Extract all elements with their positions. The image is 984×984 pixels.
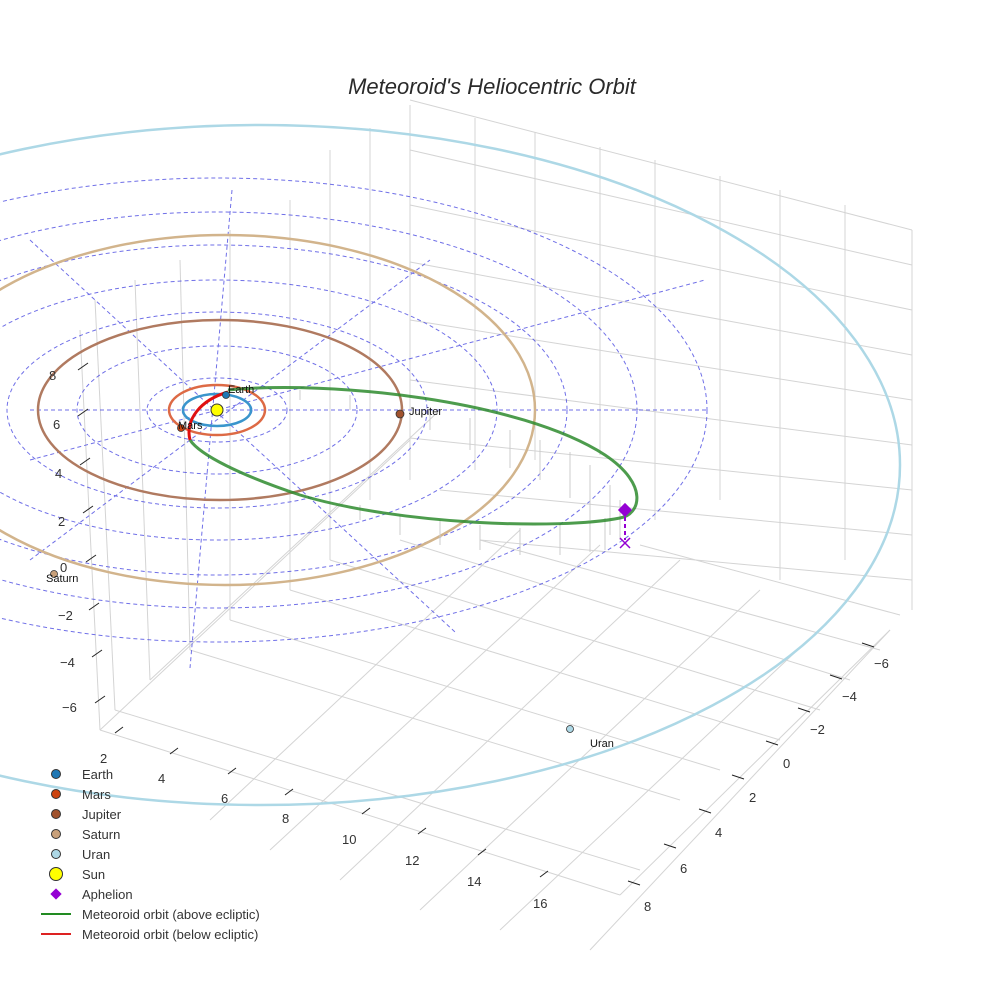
sun-marker[interactable]	[210, 403, 224, 417]
aphelion-marker[interactable]	[617, 502, 633, 518]
y-tick: 0	[783, 756, 790, 771]
earth-label: Earth	[228, 384, 254, 396]
saturn-marker[interactable]	[50, 570, 58, 578]
x-tick: 10	[342, 832, 356, 847]
y-tick: 6	[680, 861, 687, 876]
red-line-icon	[41, 933, 71, 935]
z-tick: −4	[60, 655, 75, 670]
z-tick: −2	[58, 608, 73, 623]
uran-orbit	[0, 123, 902, 807]
legend: Earth Mars Jupiter Saturn Uran Sun Aphel…	[38, 764, 260, 944]
z-tick: 8	[49, 368, 56, 383]
jupiter-orbit	[36, 318, 404, 502]
legend-item-earth[interactable]: Earth	[38, 764, 260, 784]
y-tick: 8	[644, 899, 651, 914]
x-axis	[114, 726, 549, 878]
legend-item-uran[interactable]: Uran	[38, 844, 260, 864]
z-tick: 2	[58, 514, 65, 529]
planet-orbits	[0, 123, 902, 807]
legend-item-sun[interactable]: Sun	[38, 864, 260, 884]
saturn-dot-icon	[51, 829, 61, 839]
z-tick: 6	[53, 417, 60, 432]
mars-marker[interactable]	[177, 424, 185, 432]
jupiter-label: Jupiter	[409, 406, 442, 418]
earth-marker[interactable]	[222, 391, 230, 399]
legend-item-aphelion[interactable]: Aphelion	[38, 884, 260, 904]
x-tick: 6	[221, 791, 228, 806]
meteoroid-orbit-above	[188, 386, 639, 526]
legend-item-mars[interactable]: Mars	[38, 784, 260, 804]
x-tick: 4	[158, 771, 165, 786]
aphelion-projection-icon	[619, 537, 631, 549]
mars-label: Mars	[178, 420, 203, 432]
y-tick: 4	[715, 825, 722, 840]
x-tick: 16	[533, 896, 547, 911]
legend-item-jupiter[interactable]: Jupiter	[38, 804, 260, 824]
earth-orbit	[181, 392, 253, 428]
uran-marker[interactable]	[566, 725, 574, 733]
y-tick: 2	[749, 790, 756, 805]
z-tick: −6	[62, 700, 77, 715]
uran-dot-icon	[51, 849, 61, 859]
y-tick: −4	[842, 689, 857, 704]
saturn-orbit	[0, 233, 537, 587]
saturn-label: Saturn	[46, 573, 78, 585]
y-tick: −6	[874, 656, 889, 671]
uran-label: Uran	[590, 738, 614, 750]
z-axis	[77, 362, 106, 704]
mars-orbit	[167, 383, 267, 437]
x-tick: 14	[467, 874, 481, 889]
legend-item-saturn[interactable]: Saturn	[38, 824, 260, 844]
legend-item-orbit-below[interactable]: Meteoroid orbit (below ecliptic)	[38, 924, 260, 944]
x-tick: 8	[282, 811, 289, 826]
jupiter-dot-icon	[51, 809, 61, 819]
mars-dot-icon	[51, 789, 61, 799]
ecliptic-grid	[0, 177, 708, 669]
jupiter-marker[interactable]	[395, 409, 405, 419]
green-line-icon	[41, 913, 71, 915]
chart-title: Meteoroid's Heliocentric Orbit	[348, 74, 636, 99]
z-tick: 4	[55, 466, 62, 481]
y-tick: −2	[810, 722, 825, 737]
earth-dot-icon	[51, 769, 61, 779]
sun-dot-icon	[49, 867, 63, 881]
x-tick: 2	[100, 751, 107, 766]
z-tick: 0	[60, 560, 67, 575]
y-axis	[627, 642, 875, 886]
diamond-icon	[50, 888, 62, 900]
projection-lines	[299, 390, 621, 555]
x-tick: 12	[405, 853, 419, 868]
meteoroid-orbit-below	[187, 390, 229, 441]
legend-item-orbit-above[interactable]: Meteoroid orbit (above ecliptic)	[38, 904, 260, 924]
